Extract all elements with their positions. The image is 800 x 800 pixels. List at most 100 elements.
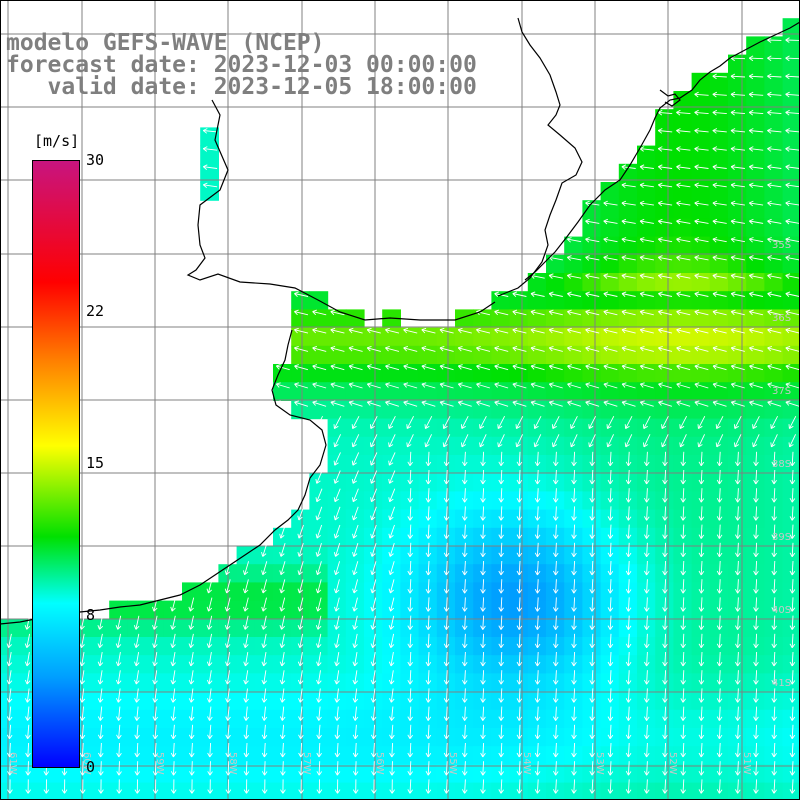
wind-arrow [370, 670, 377, 685]
wind-arrow [625, 670, 632, 685]
wind-speed-cell [564, 291, 583, 310]
wind-arrow [498, 488, 504, 503]
wind-arrow [625, 506, 632, 521]
wind-arrow [279, 615, 286, 630]
wind-speed-cell [746, 345, 765, 365]
wind-arrow [694, 400, 709, 407]
wind-arrow [439, 327, 454, 334]
wind-arrow [389, 779, 395, 794]
wind-arrow [298, 761, 304, 776]
wind-arrow [553, 742, 559, 758]
wind-arrow [644, 651, 650, 667]
wind-arrow [352, 615, 358, 630]
wind-arrow [589, 706, 595, 721]
wind-speed-cell [691, 127, 711, 147]
wind-arrow [716, 615, 723, 630]
wind-arrow [730, 382, 745, 389]
wind-arrow [480, 451, 486, 467]
wind-arrow [567, 291, 582, 298]
wind-arrow [753, 779, 759, 794]
wind-arrow [753, 542, 759, 558]
wind-arrow [385, 364, 400, 371]
wind-arrow [553, 579, 559, 594]
wind-arrow [771, 688, 777, 703]
wind-arrow [79, 724, 86, 740]
wind-arrow [589, 524, 595, 539]
longitude-label: 60W [81, 752, 92, 775]
wind-speed-cell [564, 400, 583, 420]
wind-arrow [730, 364, 745, 371]
wind-speed-cell [728, 127, 747, 147]
wind-speed-cell [637, 273, 656, 292]
wind-arrow [571, 742, 577, 758]
wind-speed-cell [782, 291, 800, 310]
wind-arrow [748, 128, 764, 134]
wind-arrow [767, 91, 782, 98]
wind-arrow [644, 524, 650, 539]
wind-arrow [476, 327, 491, 334]
wind-arrow [644, 761, 650, 776]
wind-arrow [297, 633, 304, 649]
wind-arrow [279, 524, 286, 539]
wind-arrow [279, 652, 286, 667]
wind-arrow [716, 469, 723, 485]
wind-speed-cell [728, 400, 747, 420]
wind-arrow [534, 451, 541, 467]
wind-arrow [516, 469, 523, 485]
wind-arrow [516, 633, 523, 649]
wind-speed-cell [673, 145, 693, 165]
wind-arrow [712, 200, 727, 207]
wind-arrow [789, 506, 796, 521]
wind-arrow [676, 345, 691, 352]
wind-speed-cell [491, 364, 511, 383]
wind-arrow [680, 451, 686, 467]
wind-arrow [680, 560, 686, 576]
wind-speed-cell [673, 436, 693, 456]
wind-arrow [480, 651, 486, 667]
wind-arrow [134, 688, 140, 703]
wind-arrow [767, 364, 782, 371]
wind-arrow [79, 761, 86, 776]
wind-arrow [639, 309, 654, 316]
wind-arrow [589, 542, 595, 558]
wind-speed-cell [637, 400, 656, 420]
wind-arrow [152, 633, 158, 649]
wind-arrow [369, 434, 378, 448]
wind-arrow [170, 724, 177, 740]
wind-arrow [534, 651, 541, 667]
wind-arrow [115, 633, 122, 649]
wind-arrow [716, 742, 723, 758]
wind-arrow [224, 615, 231, 630]
wind-arrow [294, 309, 309, 316]
wind-arrow [97, 688, 104, 703]
wind-arrow [352, 542, 359, 557]
wind-arrow [315, 488, 323, 503]
wind-arrow [243, 652, 249, 667]
wind-arrow [315, 579, 322, 594]
wind-arrow [698, 724, 705, 740]
wind-speed-cell [691, 182, 711, 201]
wind-arrow [516, 724, 523, 740]
wind-speed-cell [564, 382, 583, 401]
wind-arrow [603, 200, 618, 207]
wind-speed-cell [673, 273, 693, 292]
wind-arrow [425, 542, 432, 558]
wind-arrow [352, 742, 359, 758]
wind-arrow [785, 382, 800, 389]
wind-arrow [515, 415, 524, 429]
wind-speed-cell [436, 327, 456, 347]
wind-arrow [425, 742, 432, 758]
wind-arrow [621, 291, 636, 298]
wind-arrow [407, 560, 413, 576]
wind-arrow [657, 273, 673, 279]
wind-speed-cell [109, 600, 128, 620]
wind-speed-cell [418, 345, 438, 365]
wind-speed-cell [473, 327, 492, 347]
wind-speed-cell [364, 345, 383, 365]
wind-arrow [607, 469, 614, 485]
wind-arrow [315, 615, 322, 630]
wind-arrow [115, 670, 122, 685]
wind-arrow [676, 327, 691, 334]
wind-speed-cell [637, 200, 656, 219]
wind-arrow [298, 724, 304, 740]
